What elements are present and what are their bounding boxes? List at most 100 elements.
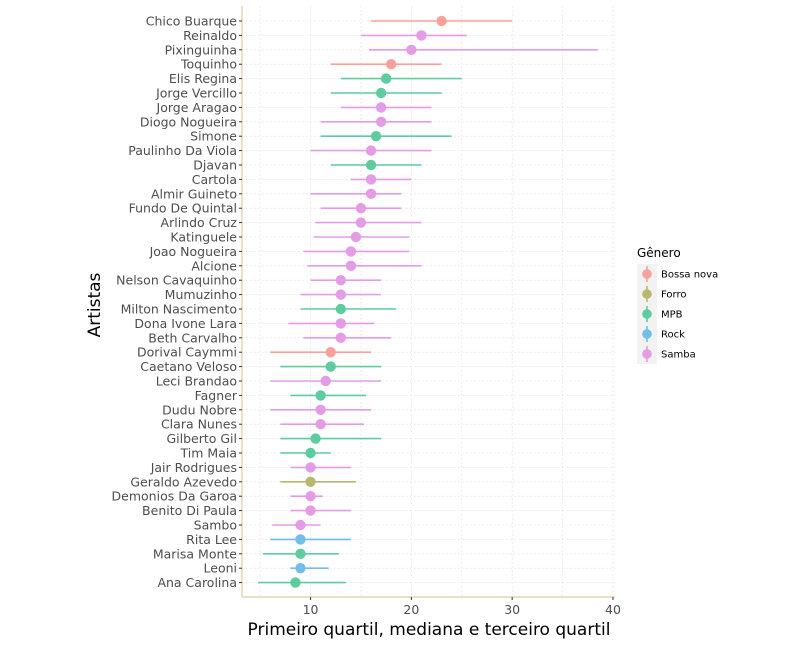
median-point — [436, 15, 447, 27]
x-tick-label: 40 — [605, 602, 621, 617]
median-point — [355, 217, 367, 228]
y-tick-label: Elis Regina — [169, 71, 237, 86]
median-point — [350, 231, 362, 243]
y-tick-label: Joao Nogueira — [149, 244, 237, 259]
median-point — [416, 30, 427, 41]
legend-label: Rock — [661, 330, 685, 341]
y-tick-label: Milton Nascimento — [121, 302, 237, 317]
median-point — [315, 404, 326, 415]
y-tick-label: Alcione — [191, 258, 237, 273]
legend-label: Samba — [661, 350, 696, 361]
median-point — [365, 188, 377, 199]
y-tick-label: Dona Ivone Lara — [134, 316, 237, 331]
plot-panel — [241, 6, 615, 598]
median-point — [305, 462, 316, 473]
median-point — [335, 289, 346, 300]
y-tick-label: Nelson Cavaquinho — [116, 273, 237, 288]
legend-key-point — [642, 269, 652, 279]
median-point — [305, 447, 316, 459]
y-tick-label: Reinaldo — [183, 28, 237, 43]
x-tick-labels: 10 20 30 40 — [303, 597, 621, 617]
median-point — [295, 519, 306, 531]
median-point — [305, 491, 316, 502]
x-axis-title: Primeiro quartil, mediana e terceiro qua… — [248, 620, 611, 640]
median-point — [375, 87, 387, 99]
legend-key-point — [642, 329, 652, 339]
legend-label: Bossa nova — [661, 270, 718, 281]
median-point — [335, 318, 346, 329]
median-point — [355, 203, 367, 214]
median-point — [290, 577, 301, 588]
median-point — [345, 246, 357, 257]
legend-key-point — [642, 289, 652, 299]
y-tick-label: Caetano Veloso — [140, 359, 237, 374]
y-tick-label: Demonios Da Garoa — [112, 489, 237, 504]
median-point — [335, 275, 346, 286]
y-tick-labels: Chico BuarqueReinaldoPixinguinhaToquinho… — [112, 14, 242, 590]
median-point — [320, 375, 331, 387]
y-tick-label: Ana Carolina — [157, 575, 237, 590]
y-tick-label: Arlindo Cruz — [161, 215, 238, 230]
median-point — [345, 260, 357, 271]
y-tick-label: Jair Rodrigues — [150, 460, 237, 475]
median-point — [325, 361, 336, 372]
median-point — [305, 505, 316, 516]
y-tick-label: Rita Lee — [186, 532, 237, 547]
y-tick-label: Toquinho — [180, 57, 237, 72]
y-tick-label: Pixinguinha — [165, 42, 237, 57]
x-tick-label: 30 — [504, 602, 520, 617]
y-tick-label: Leoni — [204, 561, 237, 576]
median-point — [335, 303, 346, 315]
y-tick-label: Leci Brandao — [156, 374, 237, 389]
y-tick-label: Simone — [190, 129, 237, 144]
legend: Gênero Bossa nova Forro MPB Rock Samba — [637, 246, 718, 364]
legend-title: Gênero — [637, 246, 681, 260]
median-point — [295, 548, 306, 559]
median-point — [310, 433, 321, 444]
legend-label: Forro — [661, 290, 686, 301]
y-tick-label: Sambo — [194, 518, 237, 533]
y-tick-label: Gilberto Gil — [166, 431, 237, 446]
y-tick-label: Geraldo Azevedo — [130, 474, 237, 489]
x-tick-label: 20 — [403, 602, 419, 617]
median-point — [295, 534, 306, 545]
median-point — [370, 131, 382, 142]
median-point — [365, 145, 377, 156]
y-tick-label: Paulinho Da Viola — [128, 143, 237, 158]
y-tick-label: Beth Carvalho — [148, 330, 237, 345]
y-tick-label: Chico Buarque — [146, 14, 238, 29]
y-tick-label: Clara Nunes — [161, 417, 237, 432]
median-point — [335, 332, 346, 343]
y-tick-label: Katinguele — [170, 230, 237, 245]
median-point — [380, 73, 392, 84]
y-tick-label: Mumuzinho — [165, 287, 237, 302]
median-point — [386, 58, 397, 70]
y-tick-label: Fagner — [195, 388, 238, 403]
y-tick-label: Benito Di Paula — [142, 503, 237, 518]
median-point — [406, 44, 417, 55]
y-tick-label: Almir Guineto — [151, 186, 237, 201]
median-point — [305, 476, 316, 487]
median-point — [315, 419, 326, 430]
median-point — [375, 116, 387, 128]
legend-label: MPB — [661, 310, 683, 321]
y-tick-label: Diogo Nogueira — [140, 114, 237, 129]
median-point — [325, 347, 336, 358]
median-point — [365, 174, 377, 185]
y-tick-label: Marisa Monte — [153, 546, 237, 561]
y-tick-label: Cartola — [192, 172, 237, 187]
x-tick-label: 10 — [303, 602, 319, 617]
y-tick-label: Djavan — [193, 158, 237, 173]
median-point — [365, 159, 377, 171]
y-tick-label: Fundo De Quintal — [129, 201, 237, 216]
y-tick-label: Jorge Vercillo — [155, 86, 237, 101]
median-point — [375, 102, 387, 113]
y-tick-label: Dudu Nobre — [162, 402, 237, 417]
legend-key-point — [642, 309, 652, 319]
y-tick-label: Dorival Caymmi — [137, 345, 237, 360]
legend-key-point — [642, 349, 652, 359]
y-axis-title: Artistas — [85, 272, 105, 337]
legend-items: Bossa nova Forro MPB Rock Samba — [637, 264, 718, 364]
